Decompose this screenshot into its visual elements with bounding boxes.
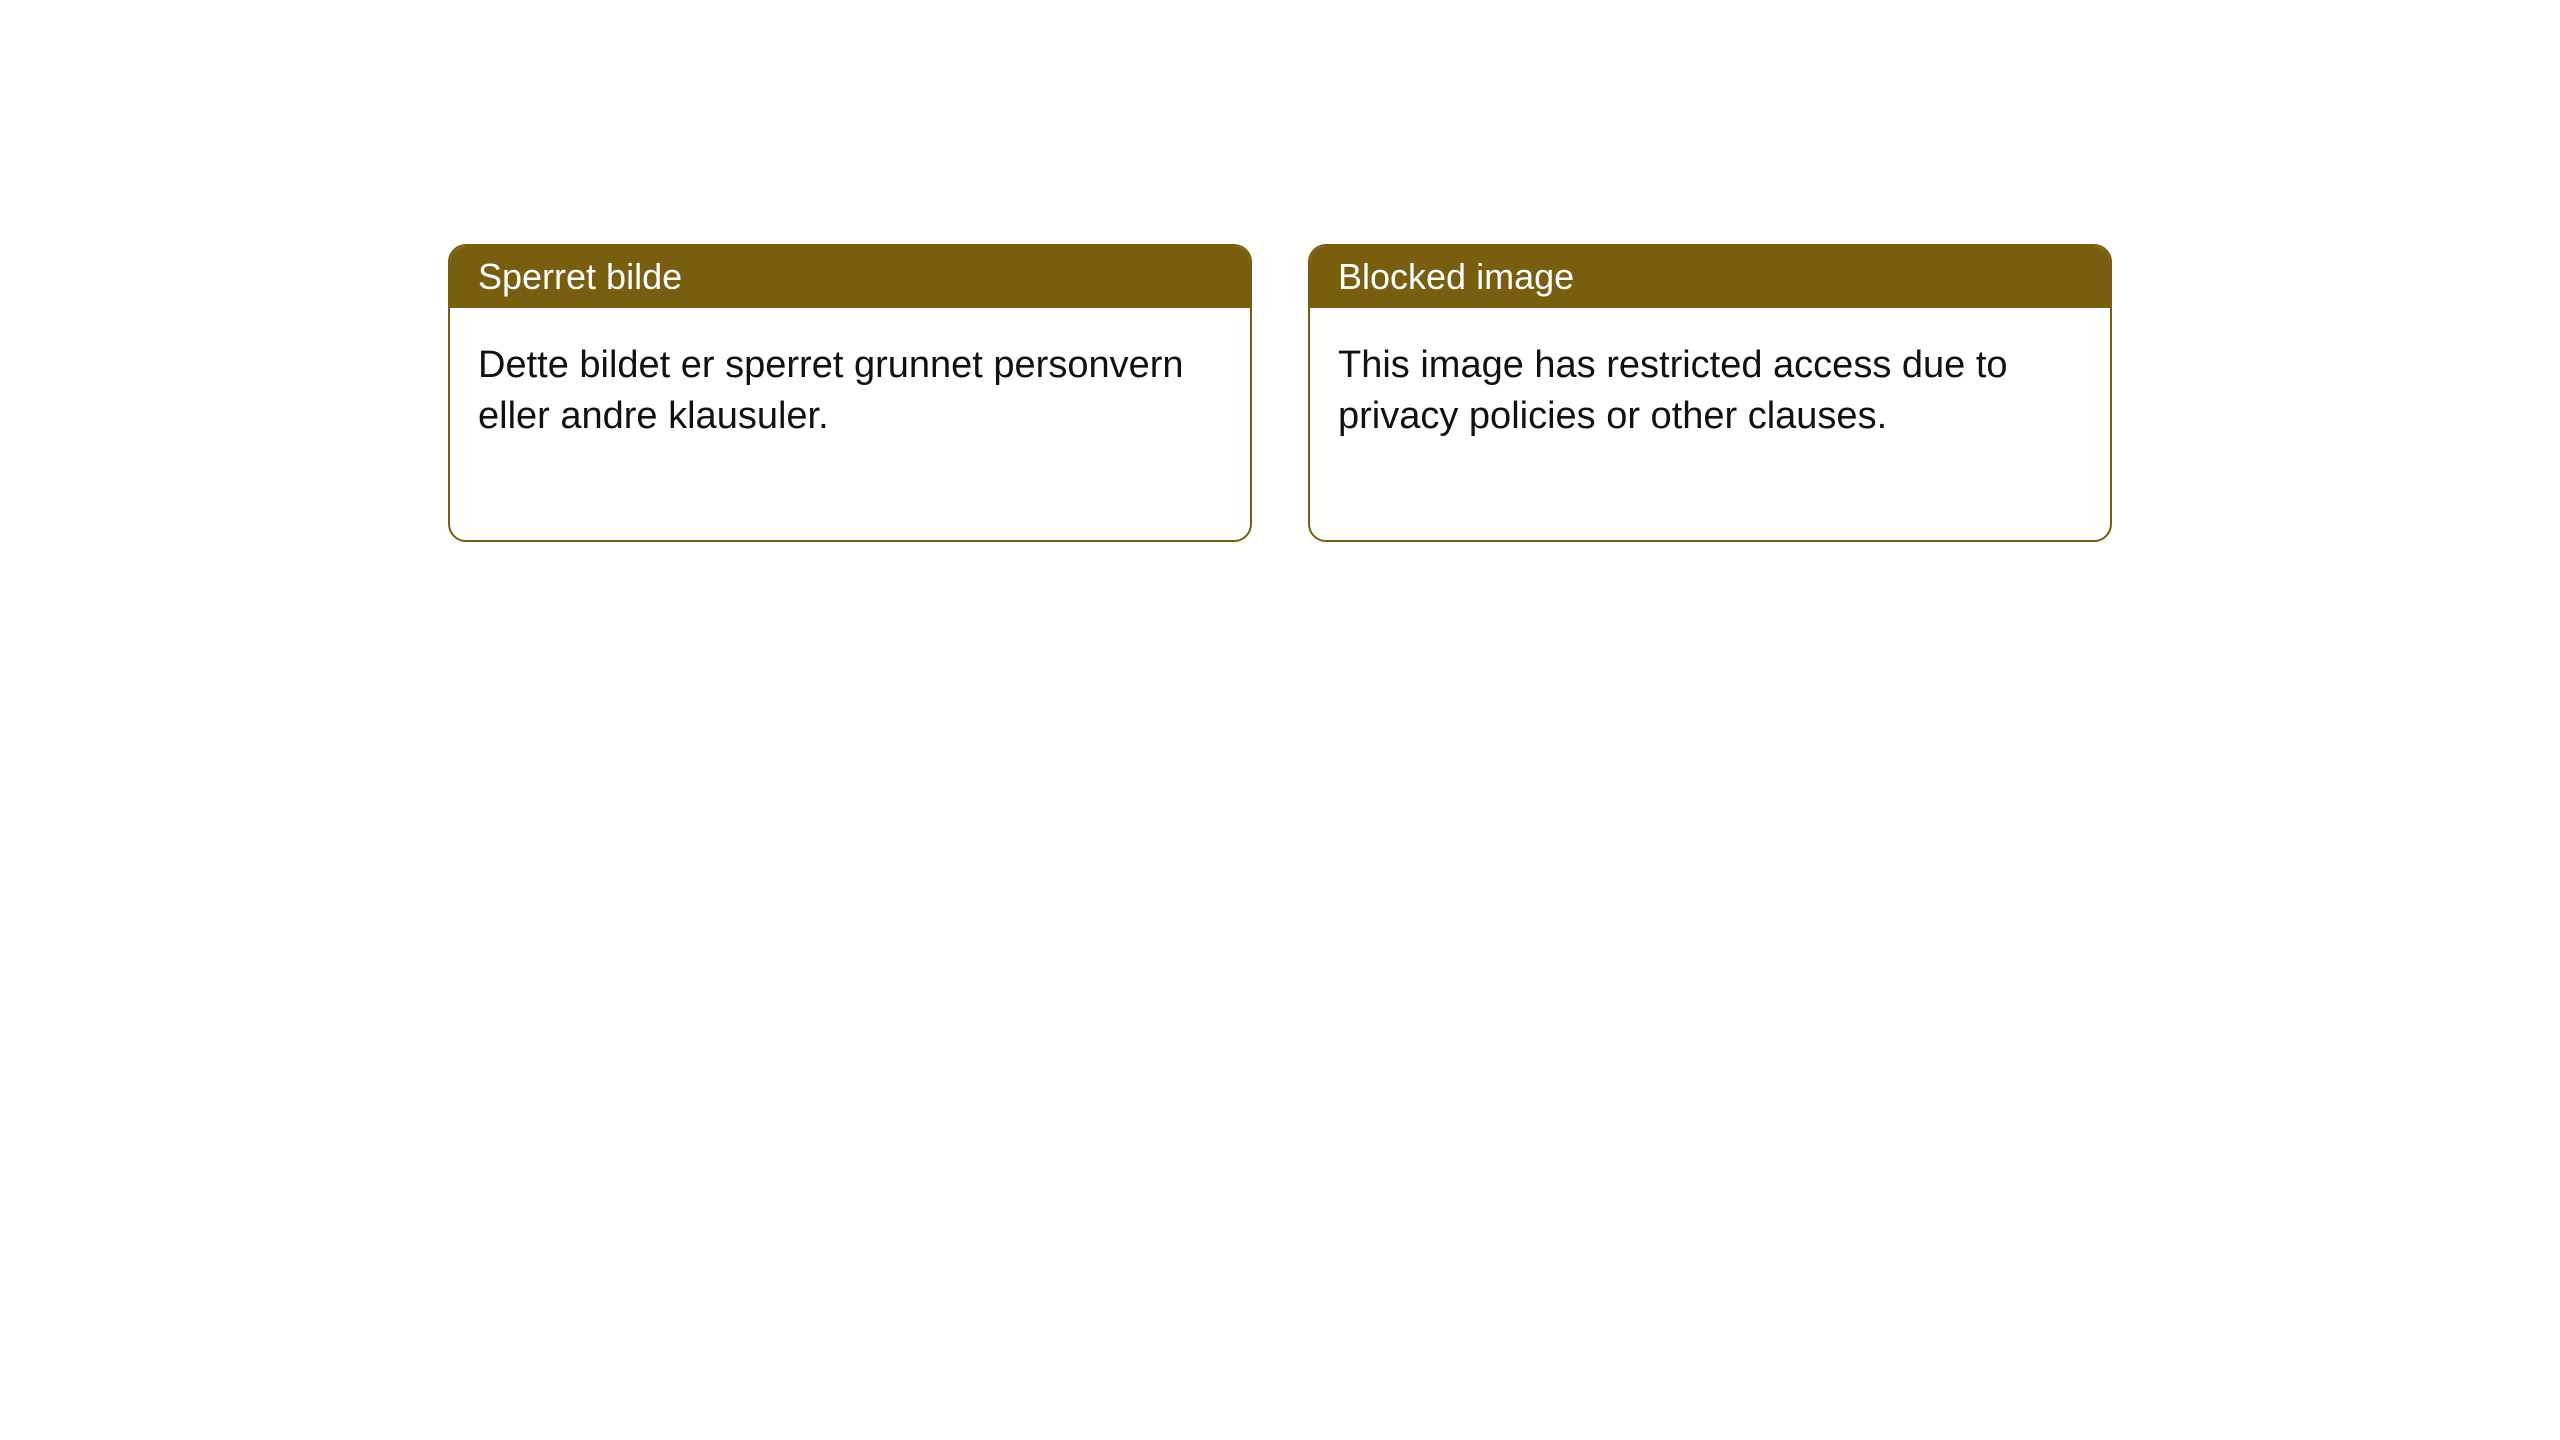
notice-container: Sperret bilde Dette bildet er sperret gr… (0, 0, 2560, 542)
notice-card-english: Blocked image This image has restricted … (1308, 244, 2112, 542)
notice-header: Sperret bilde (450, 246, 1250, 308)
notice-card-norwegian: Sperret bilde Dette bildet er sperret gr… (448, 244, 1252, 542)
notice-body: This image has restricted access due to … (1310, 308, 2110, 540)
notice-body: Dette bildet er sperret grunnet personve… (450, 308, 1250, 540)
notice-header: Blocked image (1310, 246, 2110, 308)
